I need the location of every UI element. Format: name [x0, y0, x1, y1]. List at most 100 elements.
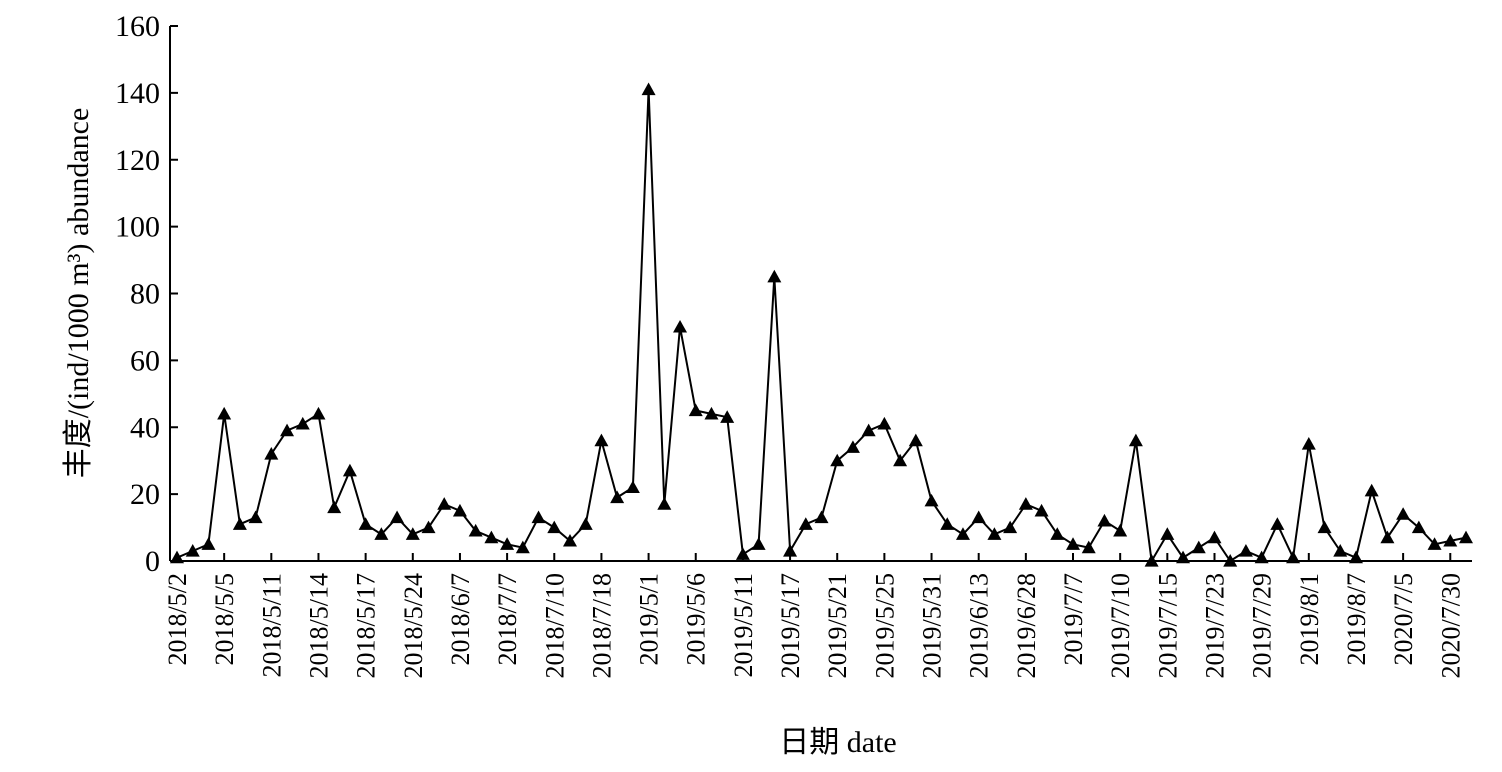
y-tick-label: 20: [130, 478, 160, 511]
x-tick-label: 2019/8/7: [1342, 573, 1371, 665]
data-point-marker: [500, 537, 515, 550]
data-point-marker: [547, 520, 562, 534]
x-tick-label: 2018/5/24: [399, 573, 428, 678]
y-axis: 0 20 40 60 80 100 120 140 160: [115, 10, 178, 578]
data-point-marker: [170, 550, 184, 564]
x-tick-label: 2018/7/18: [587, 573, 616, 678]
x-tick-label: 2018/5/11: [257, 573, 286, 677]
x-tick-label: 2018/5/17: [352, 573, 381, 678]
data-point-marker: [201, 537, 216, 550]
data-point-marker: [893, 453, 908, 467]
data-point-marker: [845, 440, 860, 453]
data-point-marker: [1207, 530, 1222, 544]
x-tick-label: 2019/5/11: [729, 573, 758, 677]
data-point-marker: [1427, 537, 1442, 550]
data-point-marker: [421, 520, 436, 534]
x-tick-label: 2019/6/13: [965, 573, 994, 678]
x-tick-label: 2018/7/7: [493, 573, 522, 665]
x-tick-label: 2019/7/23: [1200, 573, 1229, 678]
data-point-marker: [1128, 433, 1143, 447]
data-point-marker: [327, 500, 342, 514]
x-tick-label: 2019/7/29: [1248, 573, 1277, 678]
data-point-marker: [358, 517, 373, 530]
x-tick-label: 2019/5/31: [918, 573, 947, 678]
data-point-marker: [1411, 520, 1426, 534]
x-tick-label: 2018/6/7: [446, 573, 475, 665]
data-point-marker: [468, 523, 483, 537]
x-tick-label: 2019/6/28: [1012, 573, 1041, 678]
x-tick-label: 2019/5/1: [635, 573, 664, 665]
data-point-marker: [1443, 533, 1458, 547]
data-point-marker: [610, 490, 625, 504]
data-point-marker: [924, 493, 939, 507]
data-point-marker: [217, 406, 232, 420]
x-tick-label: 2019/7/15: [1153, 573, 1182, 678]
x-axis: 2018/5/2 2018/5/5 2018/5/11 2018/5/14 2018/5…: [163, 553, 1472, 678]
y-tick-label: 120: [115, 144, 160, 177]
x-tick-label: 2019/7/7: [1059, 573, 1088, 665]
y-tick-label: 0: [145, 545, 160, 578]
x-tick-label: 2020/7/30: [1436, 573, 1465, 678]
data-point-marker: [1066, 537, 1081, 550]
data-point-marker: [311, 406, 326, 420]
data-point-marker: [1034, 503, 1049, 517]
data-point-marker: [798, 517, 813, 530]
data-point-marker: [955, 527, 970, 540]
data-point-marker: [625, 480, 640, 494]
data-point-marker: [264, 447, 279, 460]
data-point-marker: [814, 510, 829, 524]
data-point-marker: [767, 269, 782, 283]
data-point-marker: [971, 510, 986, 524]
data-point-marker: [861, 423, 876, 437]
data-point-marker: [1081, 540, 1096, 554]
data-point-marker: [374, 527, 389, 540]
x-tick-label: 2019/8/1: [1295, 573, 1324, 665]
data-point-marker: [735, 547, 750, 560]
series-layer: [170, 82, 1473, 567]
data-point-marker: [1018, 497, 1033, 510]
x-tick-label: 2019/5/17: [776, 573, 805, 678]
data-point-marker: [1160, 527, 1175, 540]
data-point-marker: [688, 403, 703, 417]
data-point-marker: [1176, 550, 1191, 564]
data-point-marker: [1270, 517, 1285, 530]
data-point-marker: [673, 319, 688, 333]
data-point-marker: [531, 510, 546, 524]
data-point-marker: [1459, 530, 1473, 544]
y-axis-title: 丰度/(ind/1000 m³) abundance: [62, 108, 95, 479]
data-point-marker: [1317, 520, 1332, 534]
data-point-marker: [1396, 507, 1411, 520]
data-point-marker: [641, 82, 656, 96]
data-point-marker: [940, 517, 955, 530]
y-tick-label: 40: [130, 411, 160, 444]
data-point-marker: [437, 497, 452, 510]
data-point-marker: [185, 543, 200, 557]
data-point-marker: [515, 540, 530, 554]
data-point-marker: [1254, 550, 1269, 564]
data-point-marker: [342, 463, 357, 477]
data-point-marker: [562, 533, 577, 547]
data-point-marker: [1238, 543, 1253, 557]
x-tick-label: 2019/7/10: [1106, 573, 1135, 678]
series-line: [176, 89, 1467, 565]
x-tick-label: 2018/7/10: [540, 573, 569, 678]
x-tick-label: 2018/5/14: [304, 573, 333, 678]
data-point-marker: [1286, 550, 1301, 564]
y-tick-label: 80: [130, 278, 160, 311]
data-point-marker: [232, 517, 247, 530]
x-tick-label: 2020/7/5: [1389, 573, 1418, 665]
data-point-marker: [248, 510, 263, 524]
data-point-marker: [830, 453, 845, 467]
data-point-marker: [1050, 527, 1065, 540]
data-point-marker: [751, 537, 766, 550]
data-point-marker: [594, 433, 609, 447]
data-point-marker: [877, 416, 892, 430]
data-point-marker: [405, 527, 420, 540]
data-point-marker: [484, 530, 499, 544]
data-point-marker: [295, 416, 310, 430]
data-point-marker: [1003, 520, 1018, 534]
data-point-marker: [280, 423, 295, 437]
y-tick-label: 60: [130, 344, 160, 377]
